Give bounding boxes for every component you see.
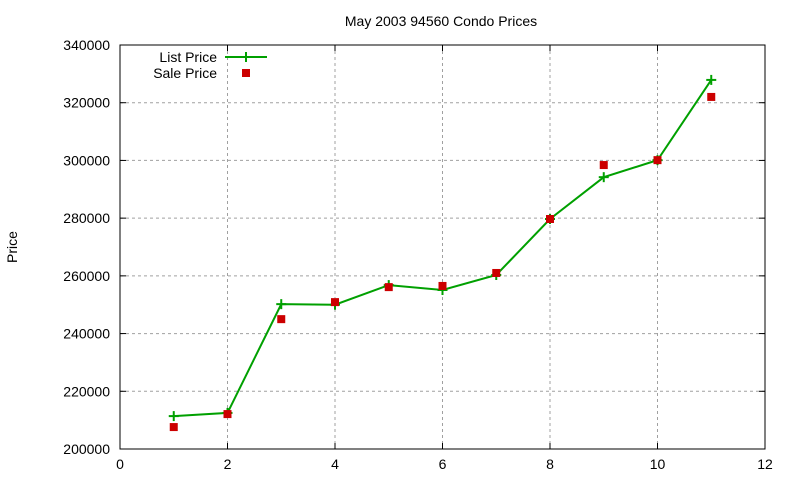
x-tick-label: 10: [650, 456, 666, 472]
y-tick-label: 280000: [63, 210, 110, 226]
y-axis-label: Price: [4, 231, 20, 263]
x-tick-label: 2: [224, 456, 232, 472]
sale-price-point: [384, 283, 393, 292]
x-tick-label: 12: [757, 456, 773, 472]
plot-border: [119, 44, 766, 450]
sale-price-point: [492, 268, 501, 277]
x-tick-label: 0: [116, 456, 124, 472]
sale-price-point: [653, 156, 662, 165]
sale-price-point: [277, 315, 286, 324]
y-tick-label: 240000: [63, 326, 110, 342]
sale-price-point: [599, 161, 608, 170]
x-tick-label: 6: [439, 456, 447, 472]
y-tick-label: 300000: [63, 152, 110, 168]
sale-price-point: [707, 92, 716, 101]
plot-series: [168, 74, 717, 432]
sale-price-point: [223, 410, 232, 419]
y-tick-label: 260000: [63, 268, 110, 284]
square-marker-icon: [242, 69, 250, 77]
x-tick-label: 4: [331, 456, 339, 472]
y-tick-label: 220000: [63, 383, 110, 399]
legend-label: List Price: [159, 49, 217, 65]
sale-price-point: [546, 215, 554, 224]
chart-title: May 2003 94560 Condo Prices: [345, 13, 537, 29]
y-tick-label: 200000: [63, 441, 110, 457]
sale-price-point: [438, 281, 447, 290]
sale-price-point: [169, 423, 178, 432]
y-tick-label: 320000: [63, 95, 110, 111]
x-tick-label: 8: [546, 456, 554, 472]
sale-price-point: [331, 298, 339, 307]
y-tick-label: 340000: [63, 37, 110, 53]
legend-label: Sale Price: [153, 65, 217, 81]
grid: [120, 45, 765, 449]
axes: 0 2 4 6 8 10 12 200000 220000 240000 260000 280000 3…: [63, 37, 773, 472]
